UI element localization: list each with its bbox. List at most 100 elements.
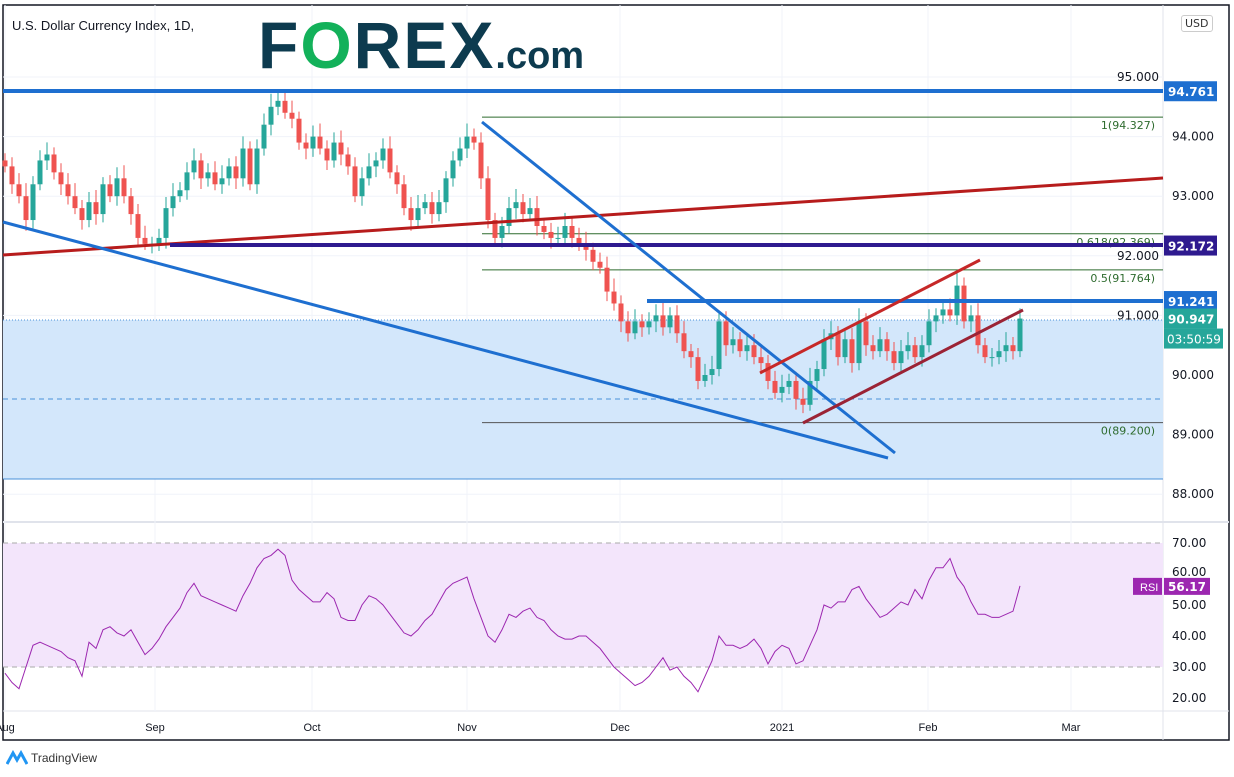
countdown-badge	[1164, 328, 1223, 349]
currency-button[interactable]: USD	[1181, 15, 1213, 32]
candle-body	[758, 357, 764, 364]
wedge-upper-line[interactable]	[481, 120, 896, 455]
candle-body	[303, 142, 309, 149]
chart-title: U.S. Dollar Currency Index, 1D,	[12, 18, 195, 33]
x-tick-label: Oct	[303, 722, 320, 734]
rsi-tick-label: 30.00	[1172, 660, 1206, 674]
candle-body	[870, 345, 876, 352]
candle-body	[765, 363, 771, 381]
y-tick-label: 94.000	[1172, 130, 1214, 144]
candle-body	[464, 136, 470, 149]
candle-body	[989, 357, 995, 359]
candle-body	[135, 214, 141, 238]
candle-body	[800, 398, 806, 405]
candle-body	[821, 339, 827, 370]
candle-body	[457, 148, 463, 161]
candle-body	[527, 208, 533, 215]
candle-body	[387, 148, 393, 173]
candle-body	[968, 315, 974, 322]
candle-body	[898, 351, 904, 364]
candle-body	[716, 321, 722, 370]
candle-body	[317, 136, 323, 149]
tradingview-logo-icon	[6, 750, 28, 765]
candle-body	[660, 315, 666, 328]
candle-body	[86, 202, 92, 221]
candle-body	[72, 196, 78, 209]
candle-body	[933, 315, 939, 322]
x-tick-label: Dec	[610, 722, 630, 734]
candle-body	[128, 196, 134, 215]
candle-body	[709, 369, 715, 375]
candle-body	[1010, 345, 1016, 352]
candle-body	[408, 208, 414, 221]
channel-lower-line[interactable]	[802, 308, 1024, 425]
candle-body	[254, 148, 260, 185]
candle-body	[436, 202, 442, 215]
candle-body	[107, 184, 113, 197]
candle-body	[737, 339, 743, 352]
candle-body	[520, 202, 526, 215]
candle-body	[443, 178, 449, 203]
y-tick-label: 89.000	[1172, 428, 1214, 442]
candle-body	[576, 237, 582, 244]
rsi-band	[3, 543, 1163, 667]
candle-body	[65, 184, 71, 197]
candle-body	[261, 124, 267, 149]
candle-body	[569, 226, 575, 238]
candle-body	[926, 321, 932, 346]
candle-body	[751, 345, 757, 358]
candle-body	[142, 237, 148, 244]
price-level-badge	[1164, 81, 1217, 102]
candle-body	[100, 184, 106, 215]
candle-body	[667, 315, 673, 328]
wedge-lower-line[interactable]	[2, 220, 889, 460]
candle-body	[681, 333, 687, 352]
rsi-series-line	[4, 548, 1021, 693]
candle-body	[597, 261, 603, 268]
candle-body	[625, 321, 631, 334]
candle-body	[555, 237, 561, 239]
candle-body	[282, 100, 288, 113]
x-tick-label: Nov	[457, 722, 477, 734]
candle-body	[338, 142, 344, 155]
candle-body	[947, 309, 953, 316]
candle-body	[198, 160, 204, 179]
rsi-tick-label: 70.00	[1172, 536, 1206, 550]
candle-body	[541, 226, 547, 232]
candle-body	[44, 154, 50, 161]
candle-body	[247, 148, 253, 185]
candle-body	[996, 351, 1002, 358]
tradingview-brand[interactable]: TradingView	[6, 750, 97, 766]
candle-body	[814, 369, 820, 381]
candle-body	[604, 267, 610, 292]
candle-body	[2, 160, 8, 167]
fib-level-label: 0.5(91.764)	[1090, 272, 1155, 285]
candle-body	[310, 136, 316, 149]
candle-body	[492, 220, 498, 238]
fibonacci-retracement[interactable]: 1(94.327)0.618(92.369)0.5(91.764)0(89.20…	[482, 116, 1163, 438]
candle-body	[401, 184, 407, 209]
candle-body	[289, 112, 295, 119]
candle-body	[723, 321, 729, 346]
candle-body	[345, 154, 351, 167]
candle-body	[219, 178, 225, 185]
candle-body	[121, 178, 127, 197]
rising-trendline-red[interactable]	[2, 176, 1164, 257]
y-tick-label: 90.000	[1172, 368, 1214, 382]
channel-upper-line[interactable]	[759, 258, 981, 375]
candle-body	[646, 321, 652, 328]
candle-body	[58, 172, 64, 185]
price-level-badge	[1164, 291, 1217, 312]
candle-body	[982, 345, 988, 358]
candle-body	[674, 315, 680, 334]
candle-body	[940, 309, 946, 316]
candle-body	[51, 154, 57, 173]
candle-body	[639, 321, 645, 328]
candle-body	[863, 321, 869, 346]
candle-body	[695, 357, 701, 381]
candle-body	[653, 315, 659, 322]
candle-body	[170, 196, 176, 209]
candle-body	[359, 178, 365, 197]
y-tick-label: 95.000	[1117, 70, 1159, 84]
